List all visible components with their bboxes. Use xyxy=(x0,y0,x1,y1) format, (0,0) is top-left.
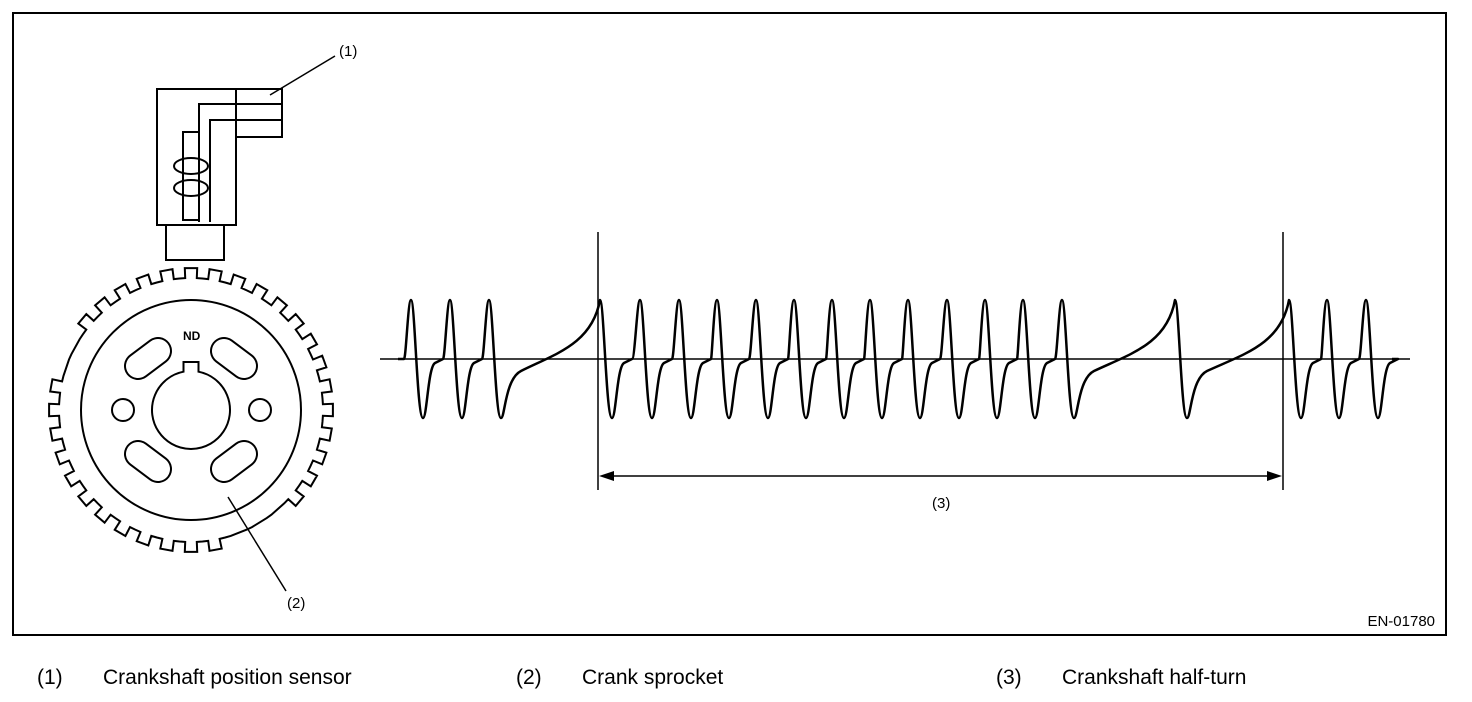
legend-label: Crank sprocket xyxy=(582,666,724,689)
sensor-tip xyxy=(165,224,225,261)
sensor-connector xyxy=(235,88,283,138)
crankshaft-position-sensor xyxy=(156,88,283,261)
legend: (1) Crankshaft position sensor (2) Crank… xyxy=(0,660,1472,696)
sprocket-teeth xyxy=(48,267,334,553)
crank-sprocket xyxy=(48,267,334,553)
legend-number: (1) xyxy=(37,666,63,689)
sensor-coil-2 xyxy=(173,179,209,197)
sensor-callout: (1) xyxy=(339,43,357,60)
sensor-body xyxy=(156,88,237,226)
sensor-leader-line xyxy=(269,55,336,96)
half-turn-callout: (3) xyxy=(932,495,950,512)
legend-number: (3) xyxy=(996,666,1022,689)
figure-frame xyxy=(12,12,1447,636)
sprocket-hole-right xyxy=(248,398,272,422)
sensor-coil-1 xyxy=(173,157,209,175)
sprocket-leader-line xyxy=(227,496,287,592)
legend-label: Crankshaft position sensor xyxy=(103,666,352,689)
figure-id: EN-01780 xyxy=(1367,613,1435,630)
sensor-lead-inner xyxy=(209,119,282,222)
sprocket-slot-lower-left-fill xyxy=(126,442,170,481)
sensor-core xyxy=(182,131,200,221)
sprocket-marking: ND xyxy=(183,329,201,343)
half-turn-dimension-arrow xyxy=(599,471,1282,481)
sprocket-hole-left xyxy=(111,398,135,422)
sprocket-slot-upper-right-fill xyxy=(212,339,256,378)
sprocket-inner-ring xyxy=(80,299,302,521)
legend-number: (2) xyxy=(516,666,542,689)
sprocket-slot-lower-right-fill xyxy=(212,442,256,481)
sprocket-callout: (2) xyxy=(287,595,305,612)
sensor-signal-waveform xyxy=(398,298,1400,420)
sprocket-bore xyxy=(151,361,231,450)
sprocket-slot-upper-left-fill xyxy=(126,339,170,378)
legend-label: Crankshaft half-turn xyxy=(1062,666,1247,689)
